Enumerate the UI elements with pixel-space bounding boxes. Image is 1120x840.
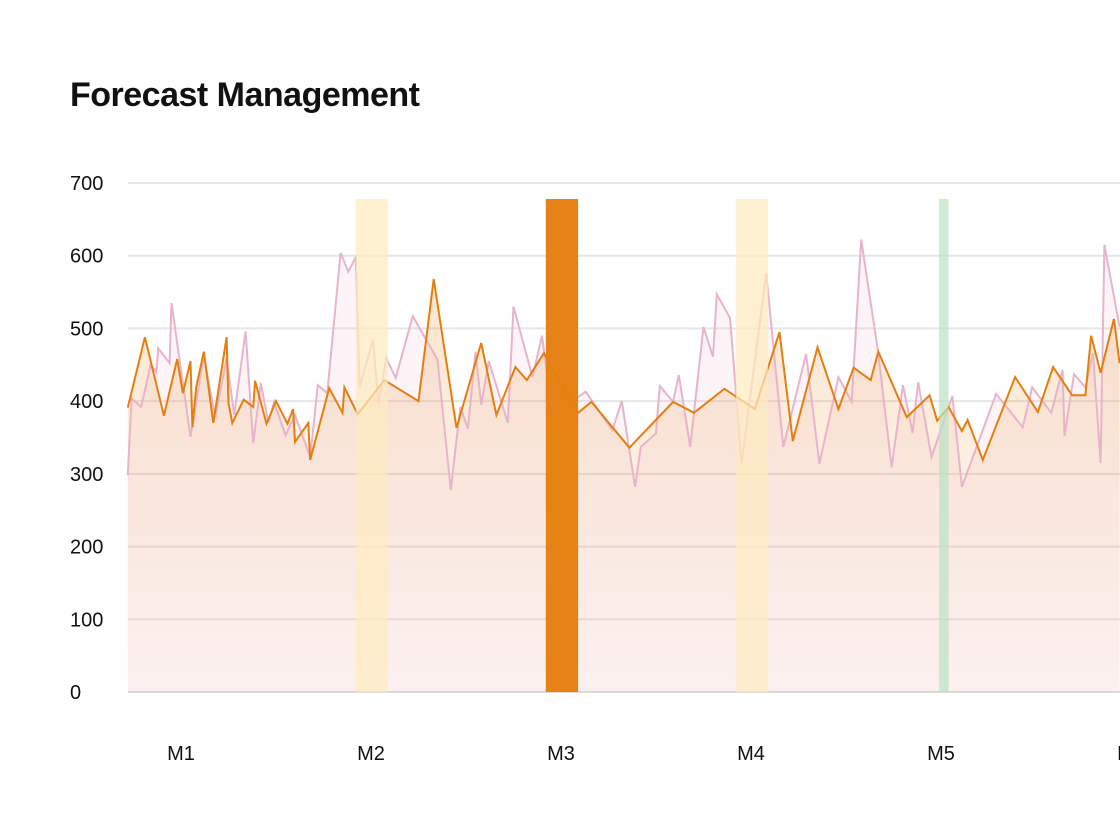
highlight-band	[355, 199, 389, 692]
x-tick-label: M1	[167, 743, 195, 765]
x-tick-label: M5	[927, 743, 955, 765]
y-tick-label: 600	[70, 246, 103, 268]
x-axis-ticks: M1 M2 M3 M4 M5 M6	[167, 743, 1120, 765]
y-axis-ticks: 0 100 200 300 400 500 600 700	[70, 173, 103, 704]
highlight-band	[735, 199, 769, 692]
highlight-band	[939, 199, 949, 692]
x-tick-label: M6	[1117, 743, 1120, 765]
y-tick-label: 700	[70, 173, 103, 195]
x-tick-label: M3	[547, 743, 575, 765]
y-tick-label: 400	[70, 391, 103, 413]
series-areas	[127, 239, 1120, 692]
y-tick-label: 200	[70, 537, 103, 559]
series-area-1	[127, 279, 1120, 692]
highlight-band	[545, 199, 579, 692]
y-tick-label: 300	[70, 464, 103, 486]
y-tick-label: 500	[70, 318, 103, 340]
chart-title: Forecast Management	[70, 76, 420, 114]
highlight-bands	[355, 199, 949, 692]
series-line-1	[126, 278, 1120, 463]
y-tick-label: 100	[70, 609, 103, 631]
y-tick-label: 0	[70, 682, 81, 704]
x-tick-label: M4	[737, 743, 765, 765]
x-tick-label: M2	[357, 743, 385, 765]
